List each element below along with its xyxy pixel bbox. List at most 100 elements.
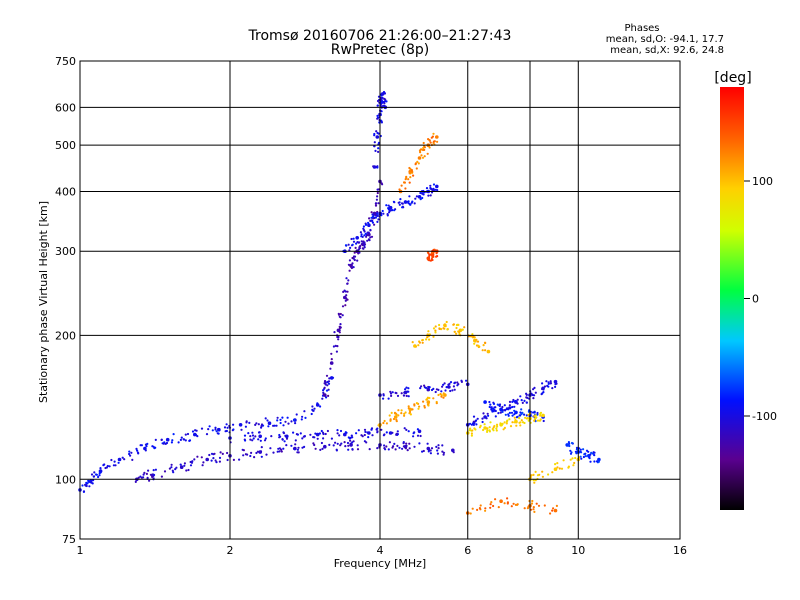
echo-dot [260,446,263,449]
echo-dot [519,395,522,398]
echo-dot [387,204,390,207]
echo-dot [368,448,371,451]
echo-dot [186,432,190,436]
echo-dot [395,418,398,421]
echo-dot [501,410,504,413]
echo-dot [149,473,152,476]
echo-dot [365,235,368,238]
echo-dot [371,221,374,224]
echo-dot [403,412,406,415]
echo-dot [484,509,487,512]
grid-layer [80,61,680,539]
echo-dot [170,441,173,444]
echo-dot [416,428,419,431]
echo-dot [323,386,326,389]
echo-dot [416,434,420,437]
echo-dot [486,412,489,415]
echo-dot [533,481,536,484]
echo-dot [556,462,559,465]
echo-dot [319,448,322,451]
echo-dot [442,453,445,456]
echo-dot [251,434,255,437]
echo-dot [437,393,440,397]
echo-dot [367,221,370,224]
echo-dot [294,422,297,425]
echo-dot [513,421,516,424]
echo-dot [352,255,356,258]
echo-dot [456,381,459,384]
echo-point [553,467,558,472]
echo-dot [354,246,357,249]
echo-dot [496,403,499,406]
echo-dot [471,333,474,336]
echo-dot [280,450,283,453]
echo-dot [196,455,199,458]
echo-dot [531,393,534,397]
echo-dot [417,344,420,347]
echo-dot [363,433,366,437]
echo-dot [272,424,275,427]
echo-dot [521,401,524,404]
echo-dot [328,443,331,446]
echo-dot [434,329,437,332]
echo-dot [408,442,411,445]
echo-dot [350,266,354,269]
echo-point [443,393,447,397]
echo-dot [275,424,278,427]
echo-dot [380,428,383,431]
echo-point [217,427,221,432]
echo-dot [508,406,511,409]
echo-dot [371,215,374,218]
echo-dot [330,352,333,355]
echo-dot [377,150,380,153]
echo-dot [250,451,253,454]
echo-dot [312,442,315,445]
echo-dot [490,406,493,409]
echo-dot [595,460,599,463]
echo-dot [411,341,414,344]
echo-dot [481,349,484,352]
echo-dot [552,507,555,510]
echo-dot [504,413,507,416]
echo-dot [509,425,513,428]
echo-dot [430,187,433,190]
echo-dot [110,458,113,462]
echo-dot [526,396,529,399]
echo-dot [374,149,377,152]
echo-point [336,328,341,333]
echo-dot [407,407,410,410]
echo-dot [154,438,157,441]
echo-dot [440,395,443,398]
echo-dot [219,451,222,454]
echo-dot [545,380,548,383]
echo-dot [301,415,304,418]
echo-dot [313,436,316,439]
echo-dot [533,386,536,389]
echo-dot [322,393,325,396]
echo-dot [392,445,395,448]
echo-dot [301,437,304,440]
echo-dot [300,418,303,421]
echo-dot [193,458,196,461]
echo-dot [345,294,348,297]
echo-dot [440,390,443,393]
echo-dot [392,200,395,203]
echo-dot [539,412,542,415]
echo-dot [569,458,572,461]
echo-dot [365,441,368,444]
echo-dot [428,338,431,341]
echo-dot [491,410,494,413]
echo-dot [454,381,457,384]
echo-dot [336,345,339,348]
echo-dot [412,174,415,177]
echo-dot [441,444,444,447]
echo-dot [419,387,422,390]
echo-dot [215,430,218,433]
echo-dot [364,430,367,433]
echo-dot [142,476,145,479]
echo-dot [375,198,378,201]
echo-point [514,410,518,415]
echo-dot [463,326,466,329]
echo-dot [427,252,430,255]
echo-dot [549,512,552,515]
